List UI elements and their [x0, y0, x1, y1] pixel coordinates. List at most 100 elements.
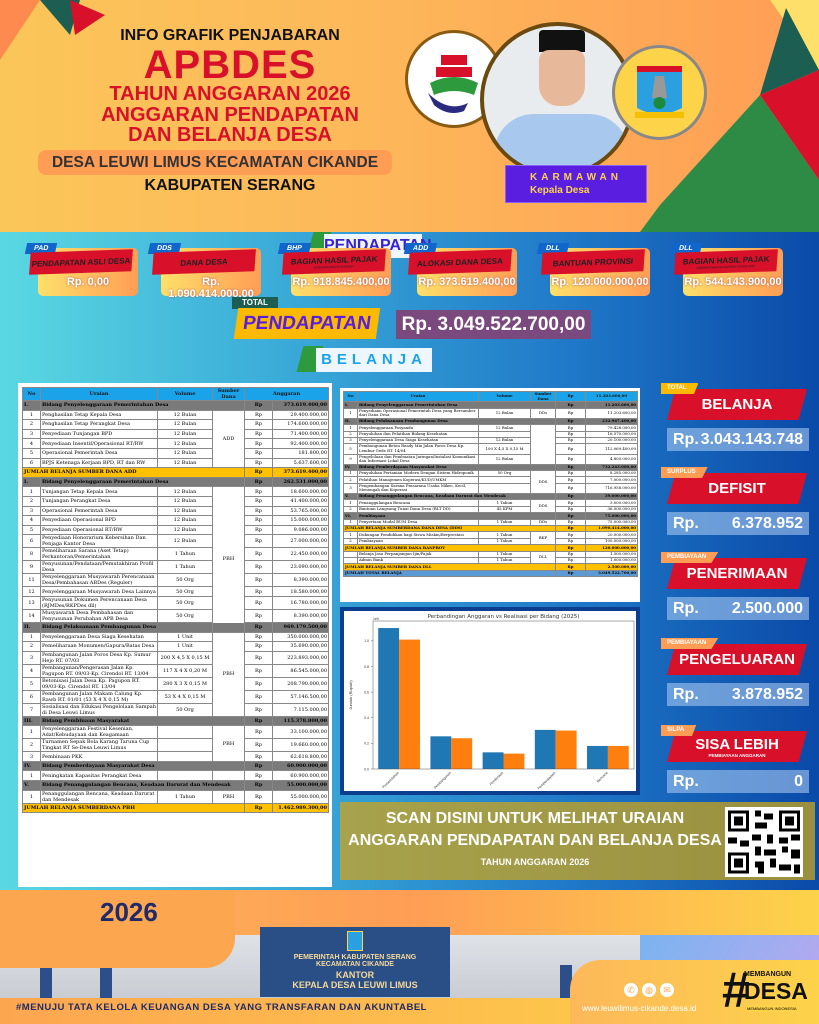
- row-no: 1: [22, 409, 41, 421]
- table-row: 1 Penyediaan Operasional Pemerintah Desa …: [343, 407, 638, 419]
- row-currency: Rp: [244, 547, 273, 562]
- table-row: 3 Penyelenggaraan Desa Siaga Kesehatan 12 …: [343, 436, 638, 445]
- row-volume: 1 Tahun: [157, 560, 213, 575]
- row-volume: 53 X 4 X 0,15 M: [157, 689, 213, 704]
- total-label: JUMLAH TOTAL BELANJA: [343, 569, 556, 578]
- row-amount: 3.000.000,00: [585, 499, 638, 507]
- belanja-table-pbh-add: No Uraian Volume Sumber Dana Anggaran I. Bidan…: [22, 387, 330, 814]
- row-volume: 50 Org: [157, 702, 213, 717]
- row-uraian: Pembangunan Beton Ready Mix Jalan Poros …: [357, 443, 479, 455]
- card-sublabel: KABUPATEN/KOTA DAERAH: [313, 263, 354, 270]
- column-header: Uraian: [40, 387, 158, 401]
- column-header: No: [343, 390, 358, 403]
- regency-emblem-icon: [347, 931, 363, 951]
- y-tick-label: 1.0: [364, 639, 369, 643]
- section-title: Bidang Pemberdayaan Masyarakat Desa: [40, 760, 245, 772]
- row-sumber-dana: PBH: [212, 631, 245, 717]
- card-label-banner: ALOKASI DANA DESA: [408, 249, 512, 275]
- summary-label-banner: PENERIMAAN: [667, 558, 807, 589]
- row-currency: Rp: [244, 608, 273, 623]
- row-currency: Rp: [555, 482, 586, 495]
- summary-label: DEFISIT: [708, 480, 766, 497]
- table-row: 4 Pembangunan/Pengerasan Jalan Kp. Pagupo…: [22, 663, 330, 678]
- qr-code[interactable]: [725, 807, 803, 877]
- row-uraian: Betonisasi Jalan Desa Kp. Pagupon RT. 09…: [40, 676, 158, 691]
- row-uraian: Penyediaan Operasional BPD: [40, 515, 158, 526]
- table-row: 1 Penyelenggaraan Desa Siaga Kesehatan 1 U…: [22, 631, 330, 717]
- row-amount: 79.428.000,00: [585, 424, 638, 432]
- summary-value: 0: [794, 772, 803, 790]
- official-title: Kepala Desa: [530, 185, 590, 196]
- qr-code-icon: [728, 810, 800, 874]
- row-no: 9: [343, 453, 358, 465]
- row-amount: 55.000.000,00: [271, 789, 330, 804]
- summary-label-banner: PENGELUARAN: [667, 644, 807, 675]
- row-amount: 9.086.000,00: [271, 524, 330, 536]
- total-pendapatan-label: PENDAPATAN: [233, 308, 381, 339]
- row-amount: 174.600.000,00: [271, 419, 330, 430]
- row-no: 14: [22, 608, 41, 623]
- row-currency: Rp: [244, 447, 273, 459]
- website-link[interactable]: www.leuwilimus-cikande.desa.id: [582, 1004, 697, 1013]
- table-row: 1 Penyelenggaraan Posyandu 12 Bulan Rp 79.42…: [343, 424, 638, 465]
- card-label-banner: BAGIAN HASIL PAJAK KABUPATEN/KOTA DAERAH …: [674, 249, 778, 275]
- card-label: ALOKASI DANA DESA: [416, 256, 504, 268]
- row-amount: 22.450.000,00: [271, 547, 330, 562]
- row-volume: 12 Bulan: [157, 457, 213, 469]
- table-row: 2 Penyuluhan dan Pelatihan Bidang Kesehat…: [343, 430, 638, 438]
- table-section-row: VI. Pembiayaan Rp 75.000.000,00: [343, 512, 638, 520]
- bar-bencana-series-1: [587, 745, 608, 769]
- row-amount: 969.179.500,00: [271, 621, 330, 633]
- row-currency: Rp: [555, 453, 586, 465]
- row-volume: 50 Org: [157, 595, 213, 610]
- row-uraian: Tunjangan Perangkat Desa: [40, 495, 158, 507]
- row-amount: 181.800,00: [271, 447, 330, 459]
- row-uraian: Penghasilan Tetap Perangkat Desa: [40, 419, 158, 430]
- summary-label: PENERIMAAN: [686, 565, 788, 582]
- row-no: 6: [22, 689, 41, 704]
- summary-value-box: Rp. 2.500.000: [667, 597, 809, 620]
- row-amount: 262.531.000,00: [271, 476, 330, 488]
- table-row: 2 Tunjangan Perangkat Desa 12 Bulan Rp 41.40…: [22, 495, 330, 507]
- table-row: 11 Penyelenggaraan Musyawarah Perencanaan…: [22, 573, 330, 588]
- table-row: 3 Pengembangan Sarana Prasarana Usaha Mik…: [343, 482, 638, 495]
- row-uraian: Penyelenggaraan Desa Siaga Kesehatan: [40, 631, 158, 643]
- row-volume: [478, 476, 531, 484]
- row-amount: 1.462.989.300,00: [271, 802, 330, 814]
- phone-icon[interactable]: ✆: [624, 983, 638, 997]
- table-row: 6 BPJS Ketenaga Kerjaan BPD, RT dan RW 12 …: [22, 457, 330, 469]
- summary-currency: Rp.: [673, 772, 699, 790]
- summary-value: 2.500.000: [731, 599, 803, 617]
- belanja-table-dds: No Uraian Volume Sumber Dana Rp 11.203.600,00…: [343, 390, 638, 578]
- chart-offset-text: 1e9: [373, 617, 379, 621]
- row-uraian: Pemeliharaan Sarana (Aset Tetap) Perkant…: [40, 547, 158, 562]
- row-volume: 200 X 4,5 X 0,15 M: [157, 650, 213, 665]
- title-apbdes: APBDES: [143, 43, 317, 87]
- row-currency: Rp: [244, 725, 273, 740]
- row-sumber-dana: DDs: [530, 407, 556, 419]
- row-volume: 12 Bulan: [157, 534, 213, 549]
- row-currency: Rp: [244, 770, 273, 782]
- row-amount: 7.000.000,00: [585, 476, 638, 484]
- row-volume: [157, 725, 213, 740]
- globe-icon[interactable]: ◍: [642, 983, 656, 997]
- section-no: III.: [22, 715, 41, 727]
- summary-tag: PEMBIAYAAN: [661, 638, 719, 649]
- table-section-row: V. Bidang Penanggulangan Bencana, Keadaan…: [343, 493, 638, 501]
- row-amount: 35.690.000,00: [271, 641, 330, 652]
- mail-icon[interactable]: ✉: [660, 983, 674, 997]
- summary-tag: SILPA: [661, 725, 697, 736]
- row-amount: 4.800.000,00: [585, 453, 638, 465]
- card-value: Rp. 120.000.000,00: [551, 276, 649, 288]
- table-section-row: II. Bidang Pelaksanaan Pembangunan Desa Rp…: [343, 417, 638, 426]
- row-amount: 60.900.000,00: [271, 760, 330, 772]
- y-tick-label: 0.0: [364, 767, 369, 771]
- column-header: Rp: [555, 390, 586, 403]
- row-volume: 12 Bulan: [157, 409, 213, 421]
- table-section-row: II. Bidang Pelaksanaan Pembangunan Desa Rp…: [22, 621, 330, 633]
- row-uraian: Penyediaan Tunjangan BPD: [40, 428, 158, 440]
- card-label-banner: DANA DESA: [152, 249, 256, 275]
- summary-label-banner: DEFISIT: [667, 473, 807, 504]
- row-uraian: Dukungan Pendidikan bagi Siswa Miskin/Be…: [357, 531, 479, 539]
- card-value: Rp. 373.619.400,00: [418, 276, 516, 288]
